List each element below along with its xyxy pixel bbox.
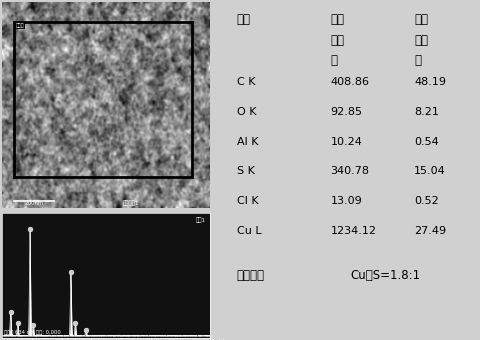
Text: 0.52: 0.52 <box>414 196 439 206</box>
Text: Cl K: Cl K <box>237 196 258 206</box>
Text: Cu L: Cu L <box>237 225 261 236</box>
Text: 原子: 原子 <box>414 14 428 27</box>
Text: 百分: 百分 <box>330 34 345 47</box>
Text: S K: S K <box>237 166 254 176</box>
Text: 92.85: 92.85 <box>330 107 362 117</box>
Text: 1234.12: 1234.12 <box>330 225 376 236</box>
Text: 比: 比 <box>414 54 421 67</box>
Text: 15.04: 15.04 <box>414 166 446 176</box>
Text: 0.54: 0.54 <box>414 137 439 147</box>
Text: C K: C K <box>237 78 255 87</box>
Text: O K: O K <box>237 107 256 117</box>
Text: 谱图1: 谱图1 <box>196 217 206 222</box>
Text: 百分: 百分 <box>414 34 428 47</box>
Text: 200nm: 200nm <box>24 201 44 206</box>
Text: 27.49: 27.49 <box>414 225 446 236</box>
Text: 元素: 元素 <box>237 14 251 27</box>
Text: 408.86: 408.86 <box>330 78 370 87</box>
Text: 比: 比 <box>330 54 337 67</box>
Bar <box>14 22 192 177</box>
Text: 原子比例: 原子比例 <box>237 269 264 282</box>
Text: 粒子图像1: 粒子图像1 <box>123 200 139 206</box>
Text: 13.09: 13.09 <box>330 196 362 206</box>
Text: 8.21: 8.21 <box>414 107 439 117</box>
Text: 48.19: 48.19 <box>414 78 446 87</box>
Text: 10.24: 10.24 <box>330 137 362 147</box>
Text: 重量: 重量 <box>330 14 345 27</box>
Text: 340.78: 340.78 <box>330 166 370 176</box>
Text: Cu：S=1.8:1: Cu：S=1.8:1 <box>351 269 421 282</box>
Text: 谱图：: 谱图： <box>15 23 24 29</box>
Text: 满量程 634 cts 光标: 0.000: 满量程 634 cts 光标: 0.000 <box>4 329 61 335</box>
Text: keV: keV <box>212 339 224 340</box>
Text: Al K: Al K <box>237 137 258 147</box>
